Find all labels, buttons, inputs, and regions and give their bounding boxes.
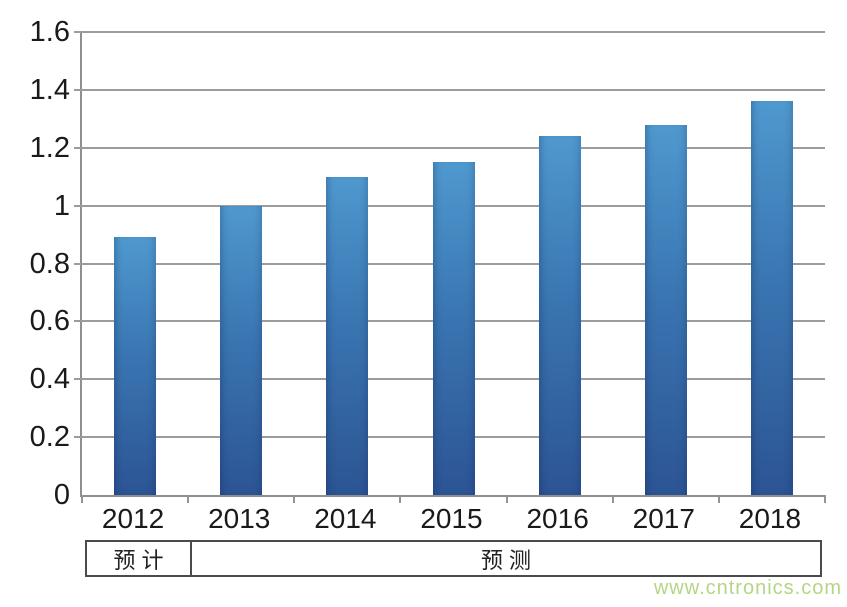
- bar-2013: [220, 205, 263, 495]
- x-axis-tick: [717, 495, 720, 503]
- gridline: [74, 146, 825, 149]
- x-tick-label: 2016: [526, 503, 589, 534]
- y-tick-label: 1.4: [29, 73, 70, 106]
- x-tick-label: 2015: [420, 503, 483, 534]
- x-tick-label: 2012: [101, 503, 165, 534]
- x-axis-tick: [187, 495, 190, 503]
- forecast-band-cell: 预测: [190, 542, 820, 575]
- x-axis-tick: [505, 495, 508, 503]
- x-axis-tick: [81, 495, 83, 503]
- x-tick-label: 2018: [738, 503, 802, 534]
- x-axis-tick: [399, 495, 402, 503]
- y-tick-label: 0: [53, 479, 70, 511]
- x-tick-label: 2017: [632, 503, 695, 534]
- bar-2015: [432, 162, 475, 495]
- y-tick-label: 1.2: [29, 131, 70, 164]
- bar-2014: [326, 176, 369, 495]
- y-tick-label: 1.6: [29, 16, 70, 48]
- gridline: [74, 31, 825, 33]
- x-axis-tick: [293, 495, 296, 503]
- forecast-band-cell: 预计: [113, 547, 170, 573]
- x-tick-label: 2014: [314, 503, 377, 534]
- plot-area: [74, 31, 826, 503]
- x-axis-tick: [824, 495, 826, 503]
- bar-2018: [750, 101, 793, 495]
- bar-2016: [538, 136, 581, 495]
- gridline: [74, 88, 825, 91]
- bar-2017: [644, 124, 687, 495]
- y-tick-label: 1: [53, 189, 70, 222]
- y-tick-label: 0.4: [29, 363, 70, 396]
- y-tick-label: 0.6: [29, 305, 70, 338]
- y-tick-label: 0.2: [29, 421, 70, 454]
- y-tick-label: 0.8: [29, 247, 70, 280]
- x-axis-tick: [611, 495, 614, 503]
- watermark-text: www.cntronics.com: [653, 577, 842, 599]
- forecast-band-table: 预计 预测: [85, 540, 822, 577]
- bar-2012: [114, 237, 157, 495]
- x-tick-label: 2013: [208, 503, 271, 534]
